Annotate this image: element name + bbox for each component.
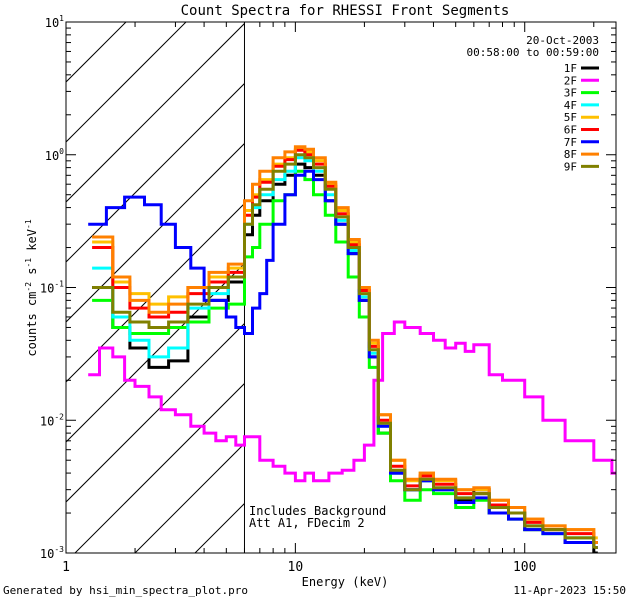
- x-tick-label: 1: [62, 560, 70, 575]
- x-tick-label: 100: [513, 560, 536, 575]
- series-group: [88, 145, 616, 553]
- note-attenuator: Att A1, FDecim 2: [249, 516, 365, 530]
- chart-title: Count Spectra for RHESSI Front Segments: [181, 3, 510, 19]
- date-label: 20-Oct-2003: [526, 34, 599, 47]
- hatch-line: [74, 382, 245, 553]
- y-label-exp-area: -2: [24, 282, 33, 292]
- y-axis-label: counts cm-2 s-1 keV-1: [24, 219, 39, 356]
- y-label-exp-kev: -1: [24, 219, 33, 229]
- hatch-line: [66, 22, 245, 203]
- y-tick-labels: 10-3 10-2 10-1 100 101: [40, 14, 64, 561]
- series-9F: [92, 153, 598, 549]
- hatch-line: [66, 82, 245, 263]
- y-tick-label: 10-3: [40, 545, 64, 561]
- series-2F: [88, 320, 616, 483]
- x-tick-label: 10: [288, 560, 304, 575]
- legend-label: 4F: [564, 99, 577, 112]
- time-range-label: 00:58:00 to 00:59:00: [467, 46, 599, 59]
- note-background: Includes Background: [249, 504, 386, 518]
- y-label-part-sec: s: [25, 268, 39, 282]
- series-7F: [88, 169, 598, 549]
- x-tick-labels: 1 10 100: [62, 560, 536, 575]
- axis-ticks: [65, 22, 616, 554]
- legend-label: 9F: [564, 160, 577, 173]
- footer-generated-by: Generated by hsi_min_spectra_plot.pro: [3, 584, 248, 597]
- hatch-line: [66, 202, 245, 383]
- legend-label: 2F: [564, 74, 577, 87]
- hatch-line: [134, 442, 245, 553]
- legend-label: 6F: [564, 124, 577, 137]
- y-tick-label: 100: [45, 147, 64, 163]
- legend-label: 1F: [564, 62, 577, 75]
- y-label-part-base: counts cm: [25, 292, 39, 357]
- y-tick-label: 101: [45, 14, 64, 30]
- y-label-part-kev: keV: [25, 229, 39, 258]
- y-tick-label: 10-1: [40, 280, 64, 296]
- legend-label: 8F: [564, 148, 577, 161]
- legend-label: 7F: [564, 136, 577, 149]
- legend-label: 3F: [564, 87, 577, 100]
- legend-label: 5F: [564, 111, 577, 124]
- series-1F: [92, 162, 598, 553]
- footer-timestamp: 11-Apr-2023 15:50: [513, 584, 626, 597]
- hatch-line: [66, 22, 187, 143]
- series-8F: [92, 145, 598, 544]
- y-label-exp-sec: -1: [24, 258, 33, 268]
- x-axis-label: Energy (keV): [302, 575, 389, 589]
- y-tick-label: 10-2: [40, 412, 64, 428]
- hatch-line: [66, 322, 245, 503]
